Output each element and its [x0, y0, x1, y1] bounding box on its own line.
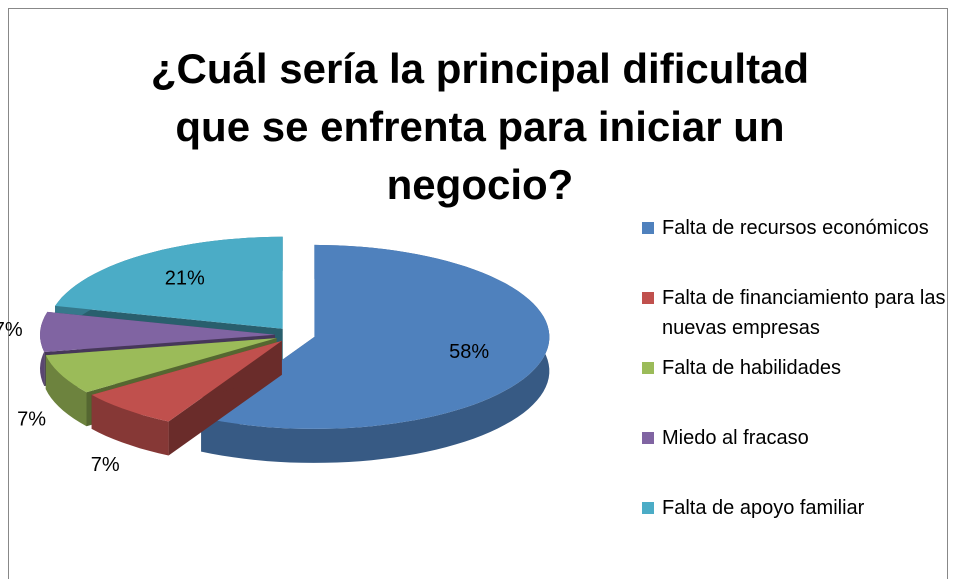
legend-label: Falta de financiamiento para las nuevas …: [662, 287, 946, 339]
pie-slice: [45, 338, 277, 393]
chart-title: ¿Cuál sería la principal dificultad que …: [150, 45, 810, 208]
data-label: 7%: [0, 319, 23, 341]
legend-swatch: [642, 502, 654, 514]
legend-label: Falta de recursos económicos: [662, 217, 929, 239]
legend-swatch: [642, 222, 654, 234]
data-label: 7%: [91, 454, 120, 476]
legend-swatch: [642, 432, 654, 444]
slice-side: [91, 394, 169, 456]
pie-slice: [40, 311, 275, 352]
pie-slice: [201, 244, 550, 429]
data-label: 58%: [449, 341, 489, 363]
legend-swatch: [642, 362, 654, 374]
legend-label: Falta de habilidades: [662, 357, 842, 379]
pie-slice: [91, 340, 282, 422]
legend-swatch: [642, 292, 654, 304]
data-label: 7%: [17, 408, 46, 430]
pie-slice: [55, 236, 283, 329]
chart-frame: [8, 8, 948, 579]
data-label: 21%: [165, 268, 205, 290]
slice-side: [45, 355, 87, 427]
legend-label: Falta de apoyo familiar: [662, 497, 865, 519]
legend-label: Miedo al fracaso: [662, 427, 809, 449]
